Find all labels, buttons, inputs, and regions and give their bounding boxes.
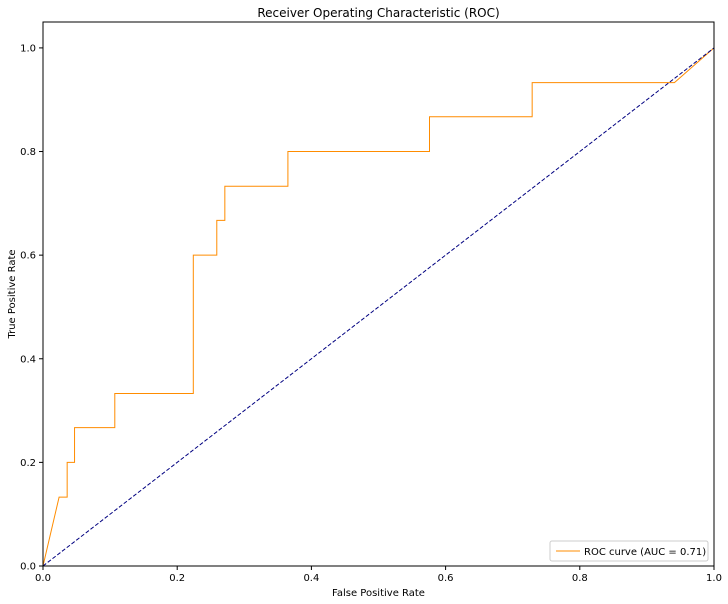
y-tick-label: 0.8 [20, 147, 36, 158]
x-axis-label: False Positive Rate [332, 588, 425, 599]
plot-background [43, 22, 714, 566]
chance-diagonal-line [42, 47, 715, 567]
y-axis-label: True Positive Rate [7, 249, 18, 339]
legend-box [549, 540, 709, 562]
x-tick-label: 0.2 [169, 573, 185, 584]
x-tick-label: 0.4 [303, 573, 319, 584]
y-tick-label: 0.2 [20, 458, 36, 469]
roc-curve-line [42, 47, 715, 567]
y-tick-label: 1.0 [20, 43, 36, 54]
x-tick-label: 0.8 [572, 573, 588, 584]
y-tick-label: 0.4 [20, 354, 36, 365]
legend: ROC curve (AUC = 0.71) [549, 540, 709, 562]
x-tick-label: 0.6 [438, 573, 454, 584]
x-tick-label: 0.0 [35, 573, 51, 584]
chart-title: Receiver Operating Characteristic (ROC) [257, 6, 499, 20]
y-axis: 0.0 0.2 0.4 0.6 0.8 1.0 [20, 43, 43, 573]
x-tick-label: 1.0 [706, 573, 722, 584]
y-tick-label: 0.6 [20, 251, 36, 262]
y-tick-label: 0.0 [20, 562, 36, 573]
series-layer [42, 47, 715, 567]
plot-frame [42, 21, 715, 567]
x-axis: 0.0 0.2 0.4 0.6 0.8 1.0 [35, 566, 722, 584]
plot-area [42, 21, 715, 567]
legend-label: ROC curve (AUC = 0.71) [584, 547, 706, 558]
